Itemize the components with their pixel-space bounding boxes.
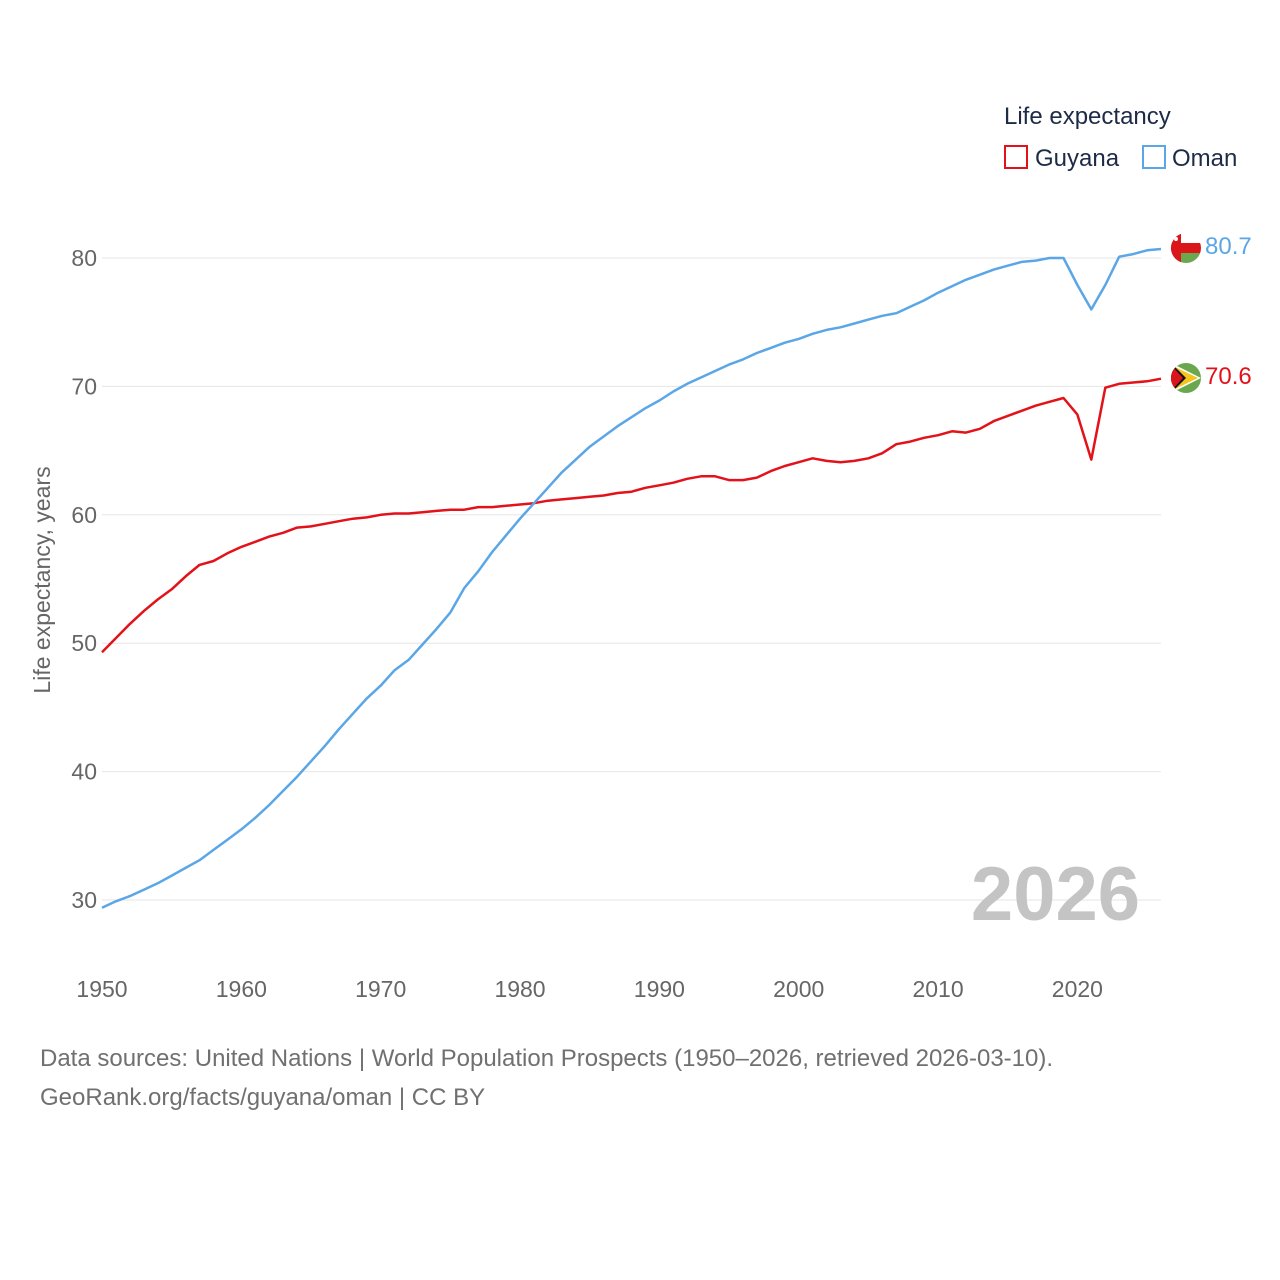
footer-link[interactable]: GeoRank.org/facts/guyana/oman | CC BY xyxy=(40,1084,486,1111)
end-label-oman: 80.7 xyxy=(1205,233,1252,260)
year-label: 2026 xyxy=(971,852,1140,937)
y-tick-label: 50 xyxy=(71,630,97,656)
x-axis-ticks: 1950 1960 1970 1980 1990 2000 2010 2020 xyxy=(76,976,1103,1002)
legend-label-oman[interactable]: Oman xyxy=(1172,145,1237,172)
y-tick-label: 70 xyxy=(71,373,97,399)
y-tick-label: 40 xyxy=(71,759,97,785)
y-axis-title: Life expectancy, years xyxy=(29,466,55,693)
oman-flag-icon xyxy=(1171,233,1201,263)
x-tick-label: 1990 xyxy=(634,976,685,1002)
x-tick-label: 2020 xyxy=(1052,976,1103,1002)
series-line-guyana[interactable] xyxy=(101,377,1162,654)
footer-sources: Data sources: United Nations | World Pop… xyxy=(40,1045,1054,1072)
legend-label-guyana[interactable]: Guyana xyxy=(1035,145,1120,172)
y-tick-label: 80 xyxy=(71,245,97,271)
series-lines xyxy=(101,247,1162,909)
x-tick-label: 1960 xyxy=(216,976,267,1002)
grid-lines xyxy=(102,257,1161,901)
x-tick-label: 2010 xyxy=(912,976,963,1002)
legend: Life expectancy Guyana Oman xyxy=(1004,103,1237,172)
legend-title: Life expectancy xyxy=(1004,103,1171,130)
x-tick-label: 1950 xyxy=(76,976,127,1002)
legend-swatch-oman[interactable] xyxy=(1142,145,1166,169)
legend-swatch-guyana[interactable] xyxy=(1004,145,1028,169)
series-line-oman[interactable] xyxy=(101,247,1162,909)
x-tick-label: 1970 xyxy=(355,976,406,1002)
x-tick-label: 2000 xyxy=(773,976,824,1002)
y-tick-label: 60 xyxy=(71,502,97,528)
end-label-guyana: 70.6 xyxy=(1205,363,1252,390)
y-axis-ticks: 30 40 50 60 70 80 xyxy=(71,245,97,913)
y-tick-label: 30 xyxy=(71,887,97,913)
guyana-flag-icon xyxy=(1171,363,1201,393)
x-tick-label: 1980 xyxy=(494,976,545,1002)
